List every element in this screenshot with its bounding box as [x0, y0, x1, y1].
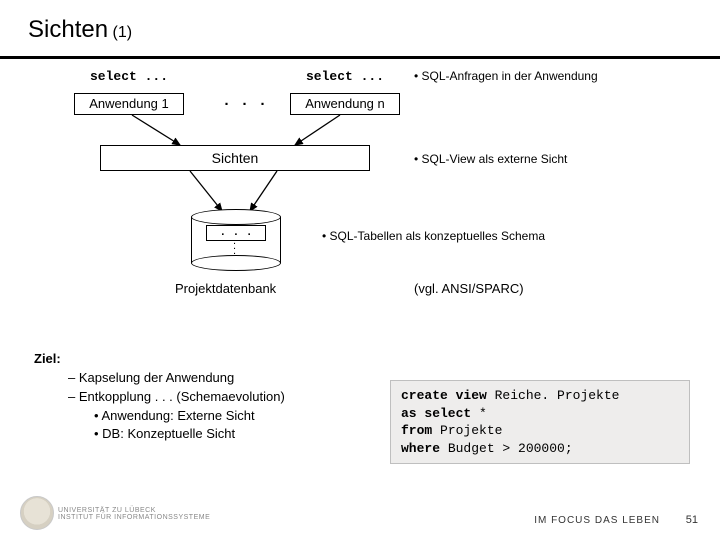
footer-tagline: IM FOCUS DAS LEBEN: [534, 515, 660, 526]
db-vertical-dots: ...: [233, 239, 236, 254]
slide-title: Sichten: [28, 16, 108, 43]
ziel-sub-anwendung: • Anwendung: Externe Sicht: [34, 407, 285, 426]
ziel-block: Ziel: – Kapselung der Anwendung – Entkop…: [34, 350, 285, 444]
ziel-item-kapselung: – Kapselung der Anwendung: [34, 369, 285, 388]
code-line-2: as select *: [401, 405, 679, 423]
slide-title-wrap: Sichten (1): [0, 0, 720, 52]
box-anwendung-n: Anwendung n: [290, 93, 400, 115]
note-sql-tabellen: • SQL-Tabellen als konzeptuelles Schema: [322, 229, 545, 243]
diagram-area: select ... select ... • SQL-Anfragen in …: [0, 59, 720, 349]
ansi-sparc-note: (vgl. ANSI/SPARC): [414, 281, 524, 296]
page-number: 51: [686, 514, 698, 526]
note-sql-anfragen: • SQL-Anfragen in der Anwendung: [414, 69, 598, 83]
sql-code-box: create view Reiche. Projekte as select *…: [390, 380, 690, 464]
ziel-heading: Ziel:: [34, 350, 285, 369]
code-line-4: where Budget > 200000;: [401, 440, 679, 458]
db-label: Projektdatenbank: [175, 281, 276, 296]
note-sql-view: • SQL-View als externe Sicht: [414, 152, 567, 166]
university-logo-text: UNIVERSITÄT ZU LÜBECK INSTITUT FÜR INFOR…: [58, 507, 210, 522]
box-sichten: Sichten: [100, 145, 370, 171]
box-anwendung-1: Anwendung 1: [74, 93, 184, 115]
dots-between-apps: . . .: [222, 93, 267, 110]
code-line-3: from Projekte: [401, 422, 679, 440]
code-line-1: create view Reiche. Projekte: [401, 387, 679, 405]
label-select-n: select ...: [306, 69, 384, 84]
slide-title-sub: (1): [113, 24, 133, 41]
university-logo: [20, 496, 54, 530]
ziel-sub-db: • DB: Konzeptuelle Sicht: [34, 425, 285, 444]
ziel-item-entkopplung: – Entkopplung . . . (Schemaevolution): [34, 388, 285, 407]
label-select-1: select ...: [90, 69, 168, 84]
